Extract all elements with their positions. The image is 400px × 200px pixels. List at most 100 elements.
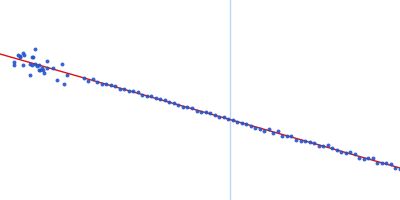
Point bbox=[324, 144, 331, 147]
Point bbox=[103, 82, 109, 86]
Point bbox=[297, 139, 304, 142]
Point bbox=[37, 68, 44, 71]
Point bbox=[374, 161, 380, 165]
Point bbox=[207, 112, 213, 115]
Point bbox=[108, 83, 114, 86]
Point bbox=[20, 63, 26, 66]
Point bbox=[126, 89, 132, 92]
Point bbox=[275, 130, 281, 133]
Point bbox=[139, 93, 146, 96]
Point bbox=[20, 51, 26, 54]
Point bbox=[32, 47, 38, 51]
Point bbox=[17, 55, 24, 58]
Point bbox=[64, 73, 70, 76]
Point bbox=[116, 87, 123, 91]
Point bbox=[10, 63, 17, 67]
Point bbox=[302, 139, 308, 142]
Point bbox=[392, 167, 399, 170]
Point bbox=[220, 115, 227, 119]
Point bbox=[230, 118, 236, 121]
Point bbox=[171, 102, 177, 105]
Point bbox=[44, 59, 50, 63]
Point bbox=[38, 66, 45, 69]
Point bbox=[180, 105, 186, 108]
Point bbox=[356, 156, 362, 160]
Point bbox=[365, 157, 372, 160]
Point bbox=[383, 161, 390, 164]
Point bbox=[311, 142, 317, 145]
Point bbox=[248, 124, 254, 127]
Point bbox=[202, 111, 209, 114]
Point bbox=[316, 144, 322, 147]
Point bbox=[342, 151, 349, 155]
Point bbox=[130, 89, 136, 93]
Point bbox=[216, 115, 222, 119]
Point bbox=[270, 131, 276, 134]
Point bbox=[243, 123, 250, 126]
Point bbox=[279, 135, 286, 138]
Point bbox=[157, 98, 164, 101]
Point bbox=[134, 90, 141, 94]
Point bbox=[26, 73, 33, 77]
Point bbox=[148, 95, 154, 98]
Point bbox=[193, 110, 200, 113]
Point bbox=[189, 106, 195, 109]
Point bbox=[41, 71, 47, 75]
Point bbox=[34, 64, 40, 67]
Point bbox=[29, 63, 35, 67]
Point bbox=[184, 106, 191, 109]
Point bbox=[85, 79, 91, 82]
Point bbox=[320, 145, 326, 148]
Point bbox=[361, 157, 367, 160]
Point bbox=[284, 134, 290, 138]
Point bbox=[89, 77, 96, 80]
Point bbox=[14, 54, 21, 57]
Point bbox=[153, 97, 159, 100]
Point bbox=[36, 63, 42, 66]
Point bbox=[329, 146, 335, 149]
Point bbox=[175, 104, 182, 107]
Point bbox=[212, 113, 218, 117]
Point bbox=[81, 76, 88, 79]
Point bbox=[238, 121, 245, 124]
Point bbox=[36, 69, 42, 72]
Point bbox=[21, 54, 27, 57]
Point bbox=[306, 140, 313, 143]
Point bbox=[54, 79, 60, 82]
Point bbox=[30, 56, 37, 59]
Point bbox=[112, 85, 118, 88]
Point bbox=[261, 129, 268, 133]
Point bbox=[40, 68, 46, 72]
Point bbox=[347, 151, 354, 154]
Point bbox=[162, 98, 168, 101]
Point bbox=[252, 126, 258, 130]
Point bbox=[32, 62, 38, 65]
Point bbox=[234, 121, 240, 124]
Point bbox=[293, 138, 299, 141]
Point bbox=[121, 88, 127, 91]
Point bbox=[288, 134, 295, 137]
Point bbox=[28, 55, 35, 59]
Point bbox=[44, 66, 51, 69]
Point bbox=[17, 54, 23, 58]
Point bbox=[388, 163, 394, 166]
Point bbox=[144, 94, 150, 97]
Point bbox=[98, 82, 105, 85]
Point bbox=[166, 101, 172, 104]
Point bbox=[334, 148, 340, 151]
Point bbox=[370, 157, 376, 160]
Point bbox=[352, 152, 358, 156]
Point bbox=[379, 161, 385, 164]
Point bbox=[338, 151, 344, 154]
Point bbox=[61, 82, 67, 86]
Point bbox=[397, 167, 400, 170]
Point bbox=[27, 63, 33, 66]
Point bbox=[257, 128, 263, 131]
Point bbox=[11, 60, 18, 63]
Point bbox=[198, 110, 204, 113]
Point bbox=[50, 66, 56, 69]
Point bbox=[266, 128, 272, 131]
Point bbox=[225, 117, 231, 120]
Point bbox=[94, 81, 100, 84]
Point bbox=[59, 62, 65, 65]
